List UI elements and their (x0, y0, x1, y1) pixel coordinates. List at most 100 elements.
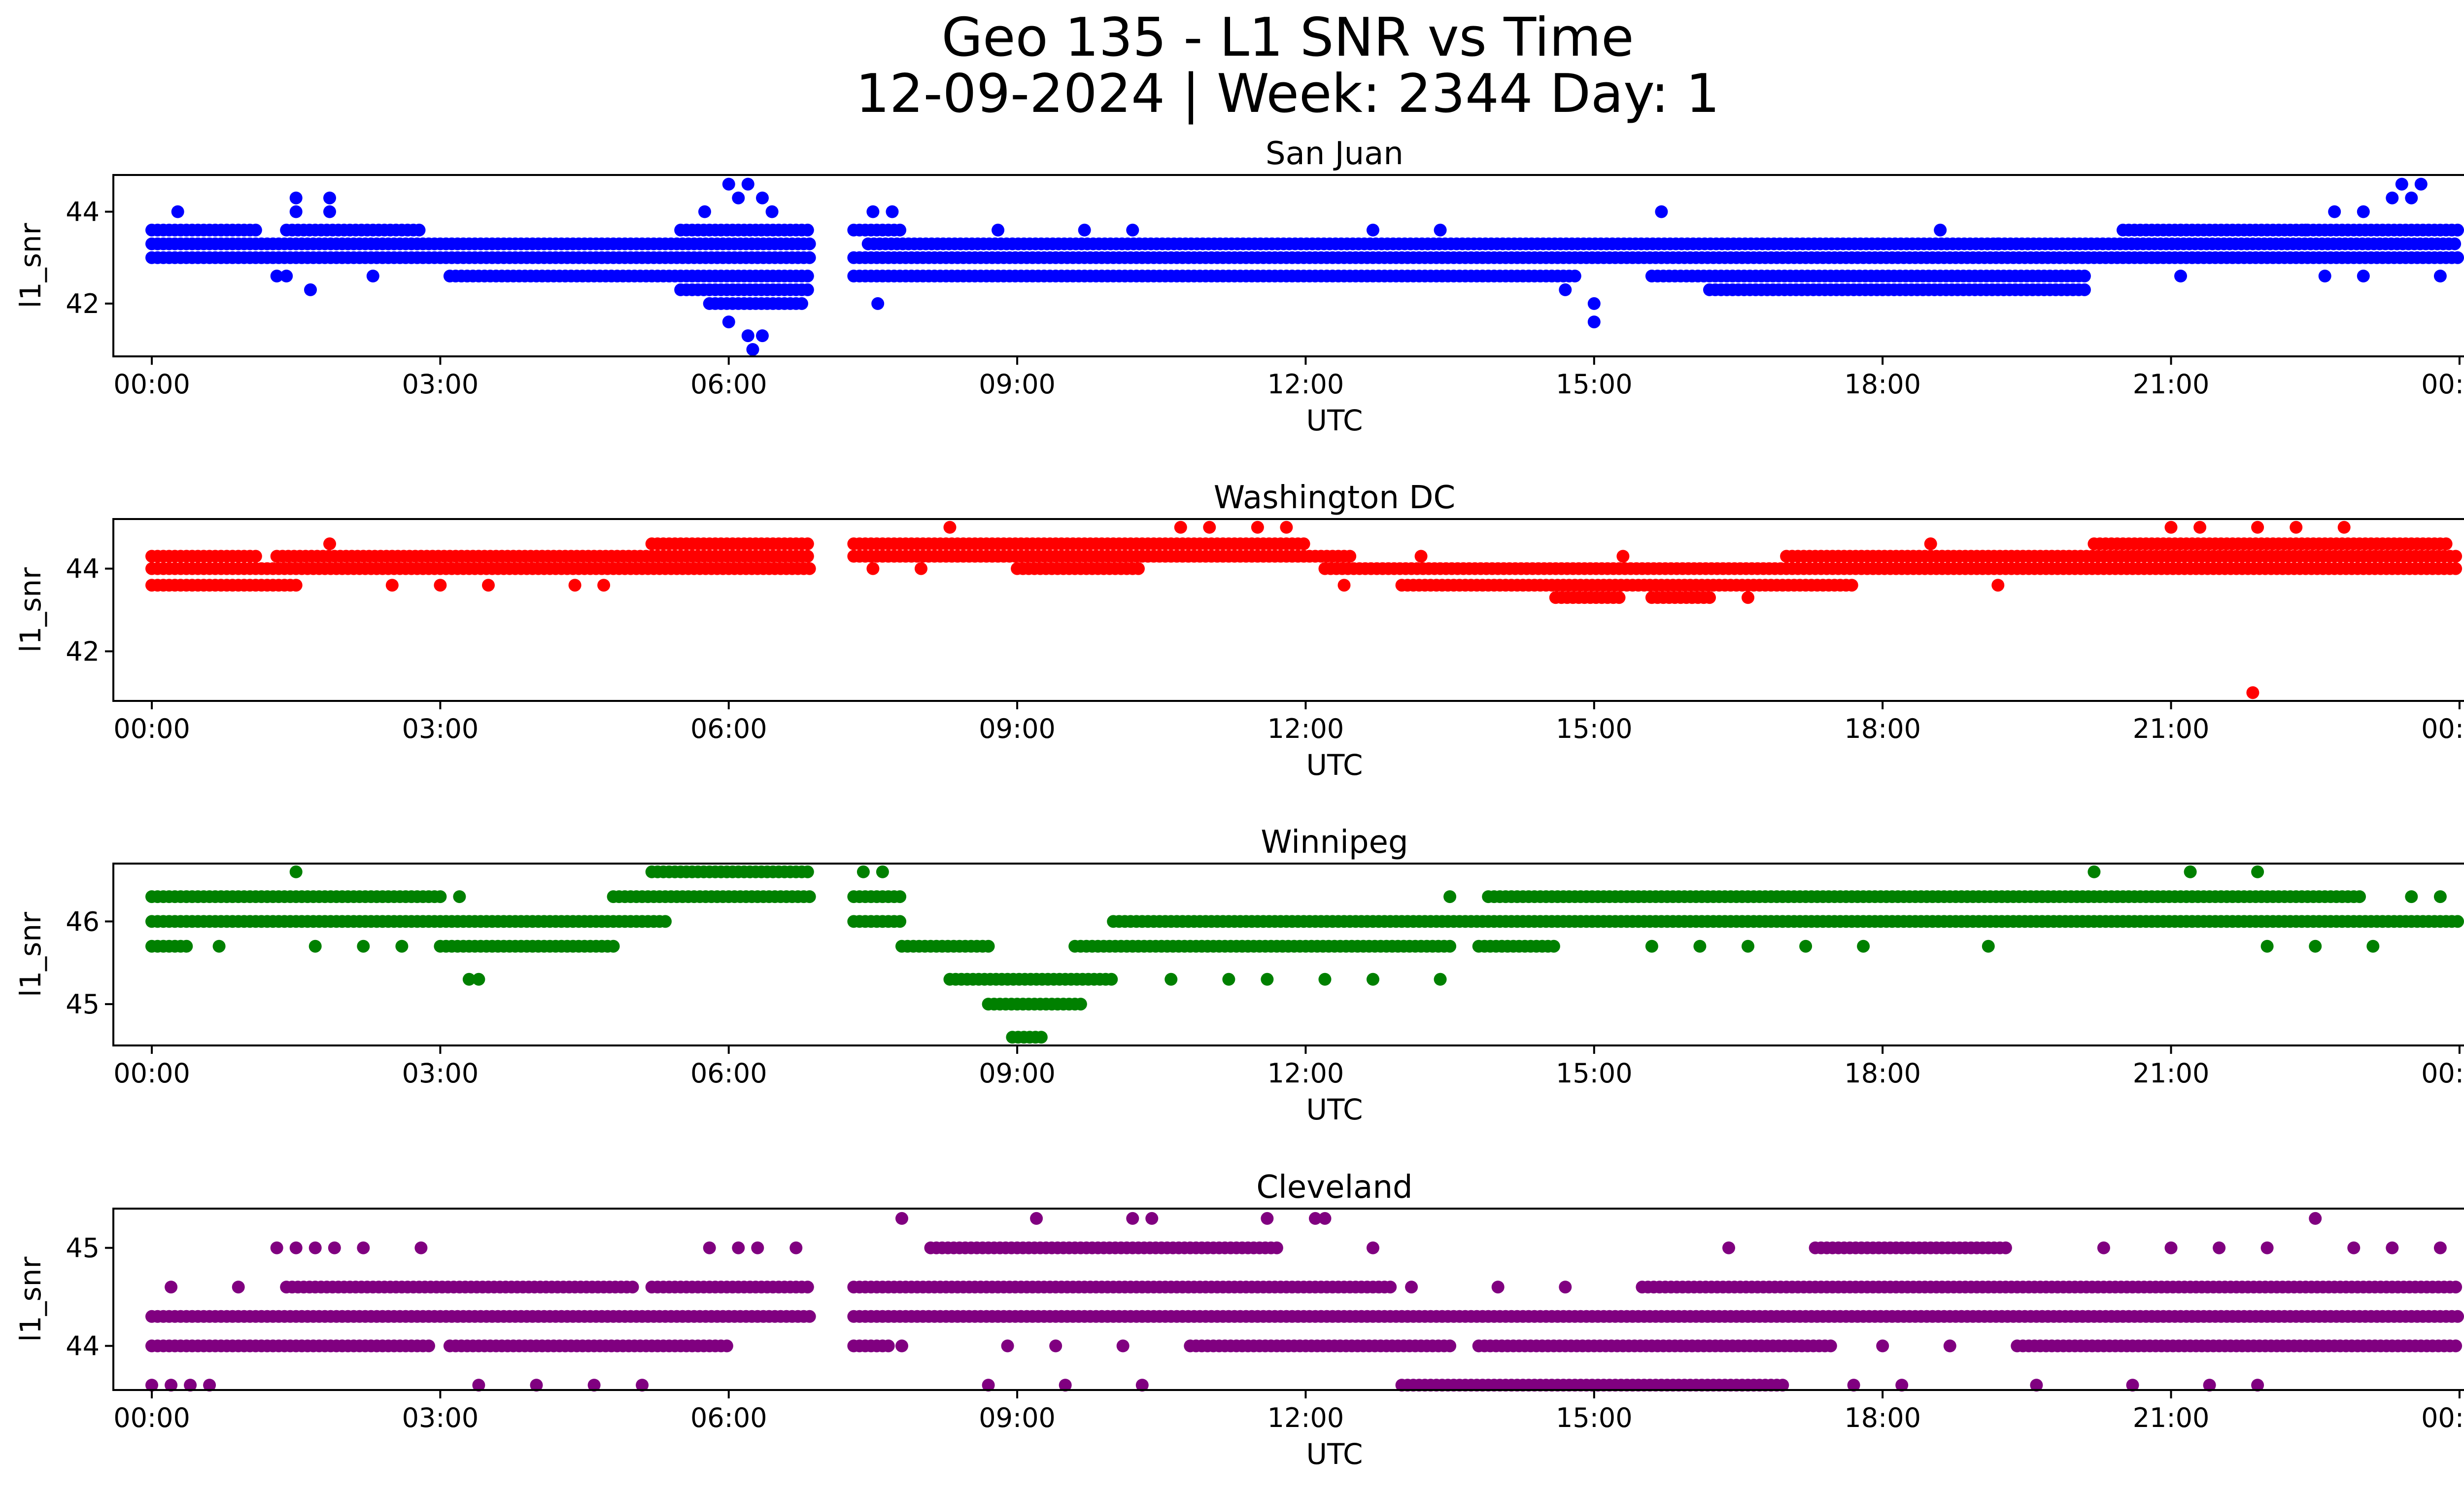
p3-xtick-label: 12:00 (1267, 1402, 1344, 1433)
p3-point (530, 1379, 543, 1392)
p2-band-0 (145, 915, 672, 928)
p1-xtick-label: 18:00 (1844, 713, 1921, 744)
p3-axes-frame (112, 1208, 2464, 1391)
p3-band-13 (924, 1241, 1283, 1254)
p3-point (2449, 1281, 2463, 1294)
p3-point (636, 1379, 649, 1392)
p3-band-9 (645, 1281, 814, 1294)
p3-point (1491, 1281, 1505, 1294)
p1-point (597, 579, 611, 592)
panel-winnipeg: Winnipeg 00:00 03:00 06:00 09:00 12:00 15:00 18… (14, 824, 2464, 1126)
p3-point (422, 1339, 435, 1353)
p0-xtick-label: 15:00 (1556, 369, 1633, 400)
p3-xtick-label: 00:00 (2421, 1402, 2464, 1433)
p0-point (2357, 205, 2370, 218)
p3-point (1824, 1339, 1837, 1353)
p3-point (2203, 1379, 2216, 1392)
p3-point (289, 1241, 303, 1254)
p3-point (328, 1241, 341, 1254)
p0-band-11 (1645, 270, 2091, 282)
p3-point (1116, 1339, 1129, 1353)
p0-band-5 (280, 223, 426, 237)
p2-point (1547, 939, 1560, 953)
p2-point (2309, 939, 2322, 953)
p3-point (2386, 1241, 2399, 1254)
p1-point (1132, 562, 1145, 575)
p0-point (732, 191, 745, 205)
p3-data-points (145, 1212, 2464, 1392)
p1-point (1337, 579, 1351, 592)
p0-point (1655, 205, 1668, 218)
p2-point (1443, 939, 1457, 953)
p3-point (472, 1379, 485, 1392)
p0-band-1 (861, 237, 2462, 250)
p3-xtick-label: 06:00 (690, 1402, 767, 1433)
p3-point (1261, 1212, 1274, 1225)
p3-point (1384, 1281, 1397, 1294)
p1-point (289, 579, 303, 592)
p3-point (165, 1281, 178, 1294)
p3-point (2433, 1241, 2447, 1254)
p0-data-points (145, 177, 2464, 356)
p0-point (2451, 223, 2464, 237)
p1-outliers (323, 521, 2351, 699)
p3-point (1895, 1379, 1909, 1392)
p3-point (1405, 1281, 1418, 1294)
p2-y-axis-label: l1_snr (14, 912, 47, 997)
p1-point (915, 562, 927, 575)
p1-point (2439, 537, 2453, 551)
p0-xtick-label: 00:00 (2421, 369, 2464, 400)
p3-point (2213, 1241, 2226, 1254)
p1-point (1174, 521, 1187, 534)
p2-point (1799, 939, 1813, 953)
p0-point (1587, 315, 1601, 329)
p3-point (1318, 1212, 1332, 1225)
p3-point (2164, 1241, 2178, 1254)
p3-outliers (145, 1212, 2447, 1392)
p0-point (323, 191, 336, 205)
p1-xtick-label: 15:00 (1556, 713, 1633, 744)
p3-point (1943, 1339, 1956, 1353)
p2-point (2451, 915, 2464, 928)
p0-band-6 (674, 223, 814, 237)
p3-point (1270, 1241, 1283, 1254)
p3-y-axis-label: l1_snr (14, 1256, 47, 1342)
p3-point (1135, 1379, 1149, 1392)
p0-point (2357, 270, 2370, 282)
p3-point (803, 1310, 816, 1323)
p2-xtick-label: 12:00 (1267, 1058, 1344, 1089)
p1-x-axis-label: UTC (1306, 748, 1363, 782)
p0-point (1568, 270, 1581, 282)
p0-band-9 (443, 270, 814, 282)
p0-point (412, 223, 426, 237)
p2-xtick-label: 03:00 (402, 1058, 479, 1089)
p0-xtick-label: 06:00 (690, 369, 767, 400)
p0-point (171, 205, 184, 218)
p0-xtick-label: 18:00 (1844, 369, 1921, 400)
p1-point (1612, 591, 1626, 604)
p0-xtick-label: 09:00 (979, 369, 1056, 400)
p0-point (366, 270, 379, 282)
p3-point (1999, 1241, 2012, 1254)
p1-ytick-label: 44 (66, 554, 100, 585)
p3-point (1367, 1241, 1379, 1254)
p2-point (180, 939, 193, 953)
p3-x-axis-label: UTC (1306, 1437, 1363, 1471)
p0-point (2448, 237, 2462, 250)
p2-point (856, 865, 870, 878)
p2-point (1645, 939, 1658, 953)
p0-band-12 (674, 283, 814, 296)
p2-point (893, 915, 907, 928)
p3-point (1145, 1212, 1159, 1225)
p2-xtick-label: 00:00 (113, 1058, 190, 1089)
p0-point (893, 223, 907, 237)
p1-point (866, 562, 880, 575)
p1-axes-frame (112, 518, 2464, 702)
p1-title: Washington DC (1214, 480, 1455, 516)
p2-point (1034, 1031, 1048, 1044)
p0-x-axis-label: UTC (1306, 404, 1363, 437)
p1-point (323, 537, 336, 551)
p0-point (289, 205, 303, 218)
p0-point (741, 329, 754, 343)
